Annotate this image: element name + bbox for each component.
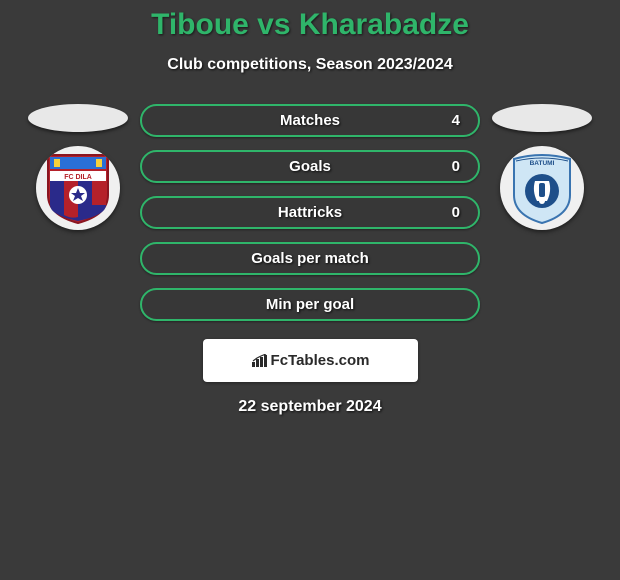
stat-row-hattricks: Hattricks 0 <box>140 196 480 229</box>
stat-right-value: 4 <box>446 112 460 129</box>
player-right-avatar <box>492 104 592 132</box>
subtitle: Club competitions, Season 2023/2024 <box>0 56 620 74</box>
date-text: 22 september 2024 <box>0 398 620 416</box>
player-left-avatar <box>28 104 128 132</box>
page-title: Tiboue vs Kharabadze <box>0 8 620 42</box>
stat-row-matches: Matches 4 <box>140 104 480 137</box>
club-right-crest-icon: BATUMI <box>508 151 576 225</box>
club-left-badge: FC DILA <box>36 146 120 230</box>
stat-label: Goals per match <box>251 250 369 267</box>
bar-chart-icon <box>251 354 269 368</box>
stat-label: Matches <box>280 112 340 129</box>
stat-right-value: 0 <box>446 158 460 175</box>
comparison-row: FC DILA Matches 4 <box>0 104 620 321</box>
stat-row-min-per-goal: Min per goal <box>140 288 480 321</box>
stat-label: Hattricks <box>278 204 342 221</box>
svg-text:FC DILA: FC DILA <box>64 174 92 181</box>
club-right-badge: BATUMI <box>500 146 584 230</box>
club-left-crest-icon: FC DILA <box>44 151 112 225</box>
brand-text: FcTables.com <box>271 352 370 369</box>
stats-column: Matches 4 Goals 0 Hattricks 0 Goals per … <box>140 104 480 321</box>
brand-logo: FcTables.com <box>251 352 370 369</box>
stat-row-goals: Goals 0 <box>140 150 480 183</box>
svg-text:BATUMI: BATUMI <box>530 160 555 167</box>
stat-label: Goals <box>289 158 331 175</box>
player-right-column: BATUMI <box>492 104 592 230</box>
player-left-column: FC DILA <box>28 104 128 230</box>
brand-logo-box: FcTables.com <box>203 339 418 382</box>
stat-row-goals-per-match: Goals per match <box>140 242 480 275</box>
stat-right-value: 0 <box>446 204 460 221</box>
stat-label: Min per goal <box>266 296 354 313</box>
